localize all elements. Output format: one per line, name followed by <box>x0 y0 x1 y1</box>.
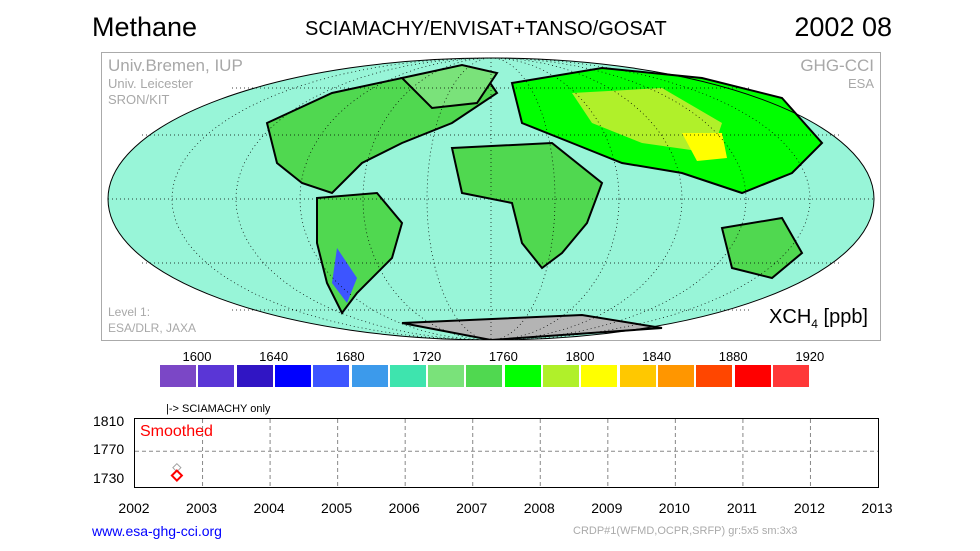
colorbar-label: 1920 <box>795 349 825 364</box>
x-tick-label: 2004 <box>253 500 285 516</box>
world-map <box>107 57 875 340</box>
x-tick-label: 2005 <box>321 500 353 516</box>
colorbar-label: 1720 <box>412 349 442 364</box>
colorbar-swatch <box>504 365 541 387</box>
colorbar-swatch <box>198 365 235 387</box>
continents <box>265 63 824 340</box>
colorbar-label: 1880 <box>718 349 748 364</box>
product-info: CRDP#1(WFMD,OCPR,SRFP) gr:5x5 sm:3x3 <box>573 525 798 537</box>
colorbar-swatch <box>543 365 579 387</box>
colorbar-swatch <box>236 365 273 387</box>
figure-title: Methane <box>92 12 198 42</box>
colorbar-swatch <box>274 365 311 387</box>
unit-suffix: [ppb] <box>817 306 869 328</box>
colorbar-swatch <box>696 365 733 387</box>
antarctica <box>401 313 663 340</box>
credit-bremen: Univ.Bremen, IUP <box>108 56 243 75</box>
colorbar-swatch <box>160 365 196 387</box>
plot-area <box>135 419 878 487</box>
sciamachy-annotation: |-> SCIAMACHY only <box>166 403 271 415</box>
colorbar-label: 1640 <box>259 349 289 364</box>
colorbar-swatch <box>657 365 694 387</box>
time-series-plot: Smoothed <box>134 418 879 488</box>
colorbar-swatch <box>772 365 809 387</box>
credit-ghg-cci: GHG-CCI <box>800 56 874 75</box>
unit-subscript: 4 <box>811 317 818 331</box>
level1-sources: ESA/DLR, JAXA <box>108 321 197 335</box>
instrument-subtitle: SCIAMACHY/ENVISAT+TANSO/GOSAT <box>305 18 667 40</box>
website-link[interactable]: www.esa-ghg-cci.org <box>92 523 222 539</box>
map-panel: Univ.Bremen, IUP Univ. Leicester SRON/KI… <box>101 52 881 341</box>
colorbar-swatch <box>619 365 656 387</box>
x-tick-label: 2007 <box>456 500 488 516</box>
y-tick-label: 1770 <box>93 441 125 458</box>
colorbar-label: 1760 <box>488 349 518 364</box>
y-tick-label: 1810 <box>93 412 125 429</box>
x-tick-label: 2011 <box>726 500 757 516</box>
colorbar-label: 1600 <box>182 349 212 364</box>
colorbar-swatch <box>313 365 350 387</box>
colorbar-swatch <box>351 365 388 387</box>
patagonia <box>332 248 357 303</box>
credit-esa: ESA <box>847 76 874 91</box>
y-tick-label: 1730 <box>93 469 125 486</box>
credit-sron: SRON/KIT <box>108 92 170 107</box>
colorbar-label: 1840 <box>642 349 672 364</box>
colorbar-label: 1800 <box>565 349 595 364</box>
colorbar-swatch <box>581 365 618 387</box>
smoothed-label: Smoothed <box>140 423 213 440</box>
level1-label: Level 1: <box>108 305 151 319</box>
smoothed-point <box>170 469 184 482</box>
asia-high <box>682 133 727 161</box>
colorbar-swatch <box>734 365 771 387</box>
x-tick-label: 2003 <box>185 500 218 516</box>
credit-leicester: Univ. Leicester <box>108 76 194 91</box>
x-tick-label: 2010 <box>658 500 690 516</box>
x-tick-label: 2008 <box>523 500 555 516</box>
unit-name: XCH <box>769 306 812 328</box>
x-tick-label: 2009 <box>591 500 623 516</box>
colorbar-label: 1680 <box>335 349 365 364</box>
unit-label: XCH4 [ppb] <box>769 306 868 331</box>
date-label: 2002 08 <box>794 12 892 42</box>
greenland <box>399 63 499 110</box>
colorbar-swatch <box>428 365 465 387</box>
colorbar-swatch <box>389 365 426 387</box>
x-tick-label: 2013 <box>861 500 893 516</box>
x-tick-label: 2006 <box>388 500 420 516</box>
africa <box>450 141 604 270</box>
colorbar-swatch <box>466 365 503 387</box>
x-tick-label: 2012 <box>793 500 826 516</box>
x-tick-label: 2002 <box>118 500 150 516</box>
